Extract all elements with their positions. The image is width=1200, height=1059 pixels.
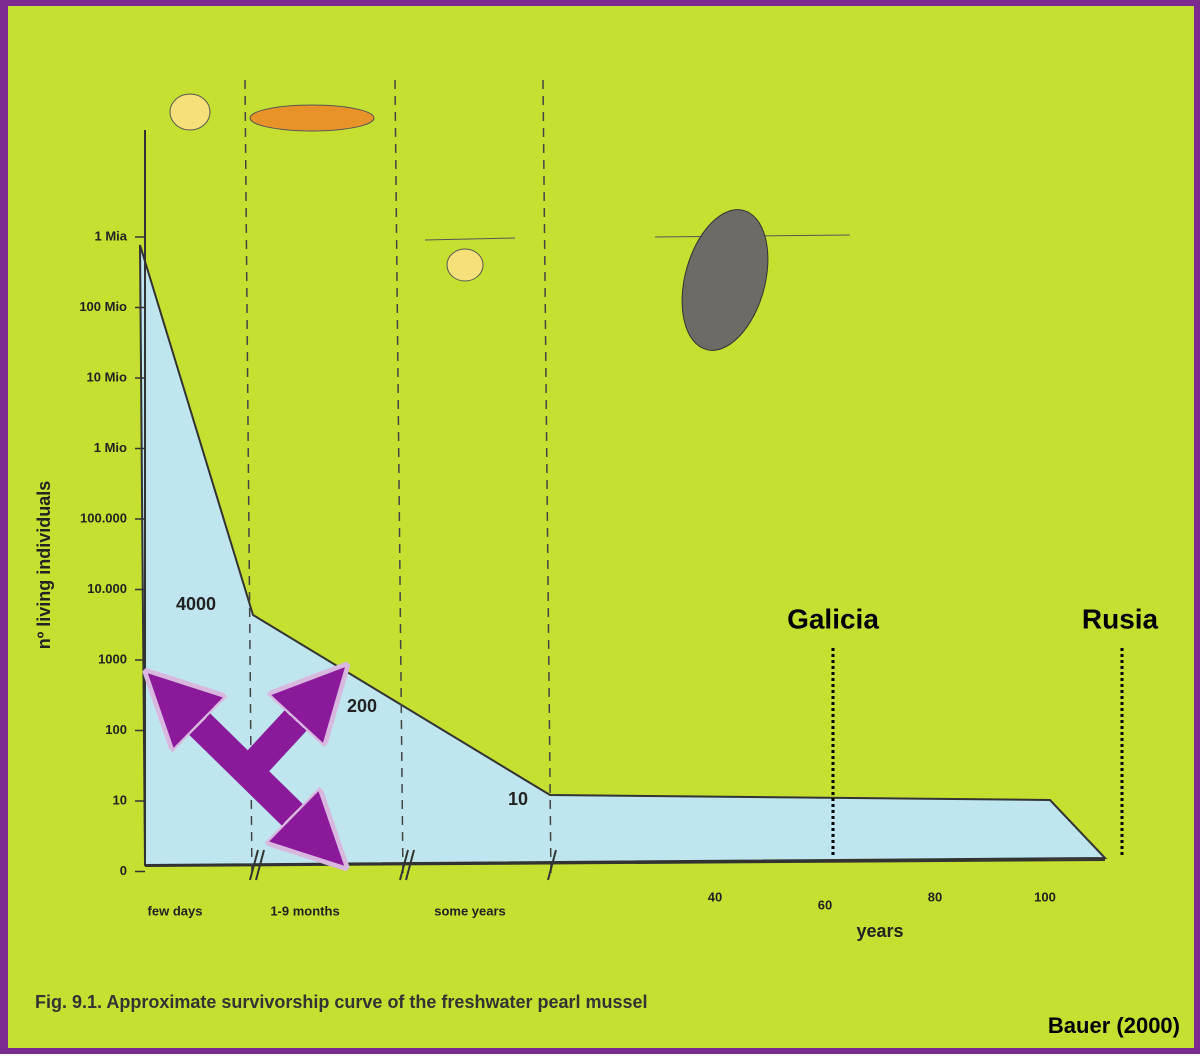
x-axis-label: years <box>856 921 903 941</box>
x-tick-label: 40 <box>708 889 722 904</box>
y-tick-label: 100 <box>105 722 127 737</box>
point-label: 4000 <box>176 594 216 614</box>
egg-illustration <box>170 94 210 130</box>
x-tick-label: 60 <box>818 897 832 912</box>
y-tick-label: 1 Mio <box>94 440 127 455</box>
y-tick-label: 1000 <box>98 651 127 666</box>
y-tick-label: 10.000 <box>87 581 127 596</box>
marker-label: Galicia <box>787 603 879 634</box>
fish-illustration <box>250 105 374 131</box>
marker-label: Rusia <box>1082 603 1159 634</box>
y-tick-label: 0 <box>120 863 127 878</box>
figure: nº living individuals 4000 200 10 years … <box>0 0 1200 1054</box>
x-stage-label: 1-9 months <box>270 903 339 918</box>
y-tick-label: 100 Mio <box>79 299 127 314</box>
x-tick-label: 100 <box>1034 889 1056 904</box>
y-tick-label: 100.000 <box>80 510 127 525</box>
juvenile-illustration <box>447 249 483 281</box>
y-axis-label: nº living individuals <box>34 481 54 650</box>
x-stage-label: some years <box>434 903 506 918</box>
page: { "figure": { "y_axis_label": "nº living… <box>0 0 1200 1054</box>
y-tick-label: 10 <box>113 792 127 807</box>
caption: Fig. 9.1. Approximate survivorship curve… <box>35 992 648 1012</box>
y-tick-label: 10 Mio <box>87 369 128 384</box>
source: Bauer (2000) <box>1048 1013 1180 1038</box>
x-tick-label: 80 <box>928 889 942 904</box>
x-stage-label: few days <box>148 903 203 918</box>
point-label: 200 <box>347 696 377 716</box>
y-tick-label: 1 Mia <box>94 228 127 243</box>
point-label: 10 <box>508 789 528 809</box>
